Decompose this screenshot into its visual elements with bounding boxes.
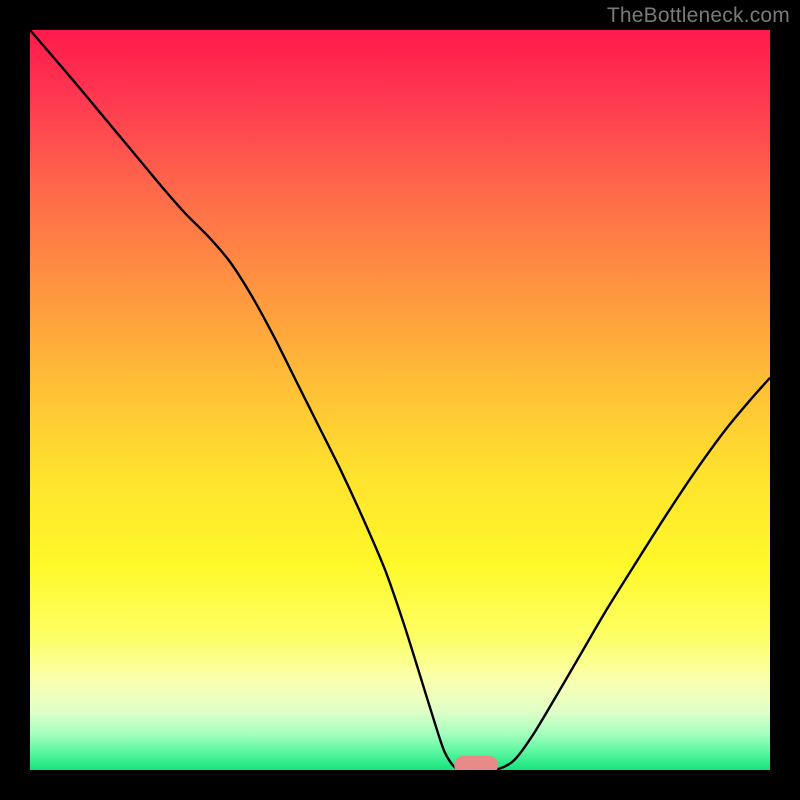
bottleneck-chart: [0, 0, 800, 800]
watermark-text: TheBottleneck.com: [607, 4, 790, 28]
chart-container: TheBottleneck.com: [0, 0, 800, 800]
plot-background: [30, 30, 770, 770]
